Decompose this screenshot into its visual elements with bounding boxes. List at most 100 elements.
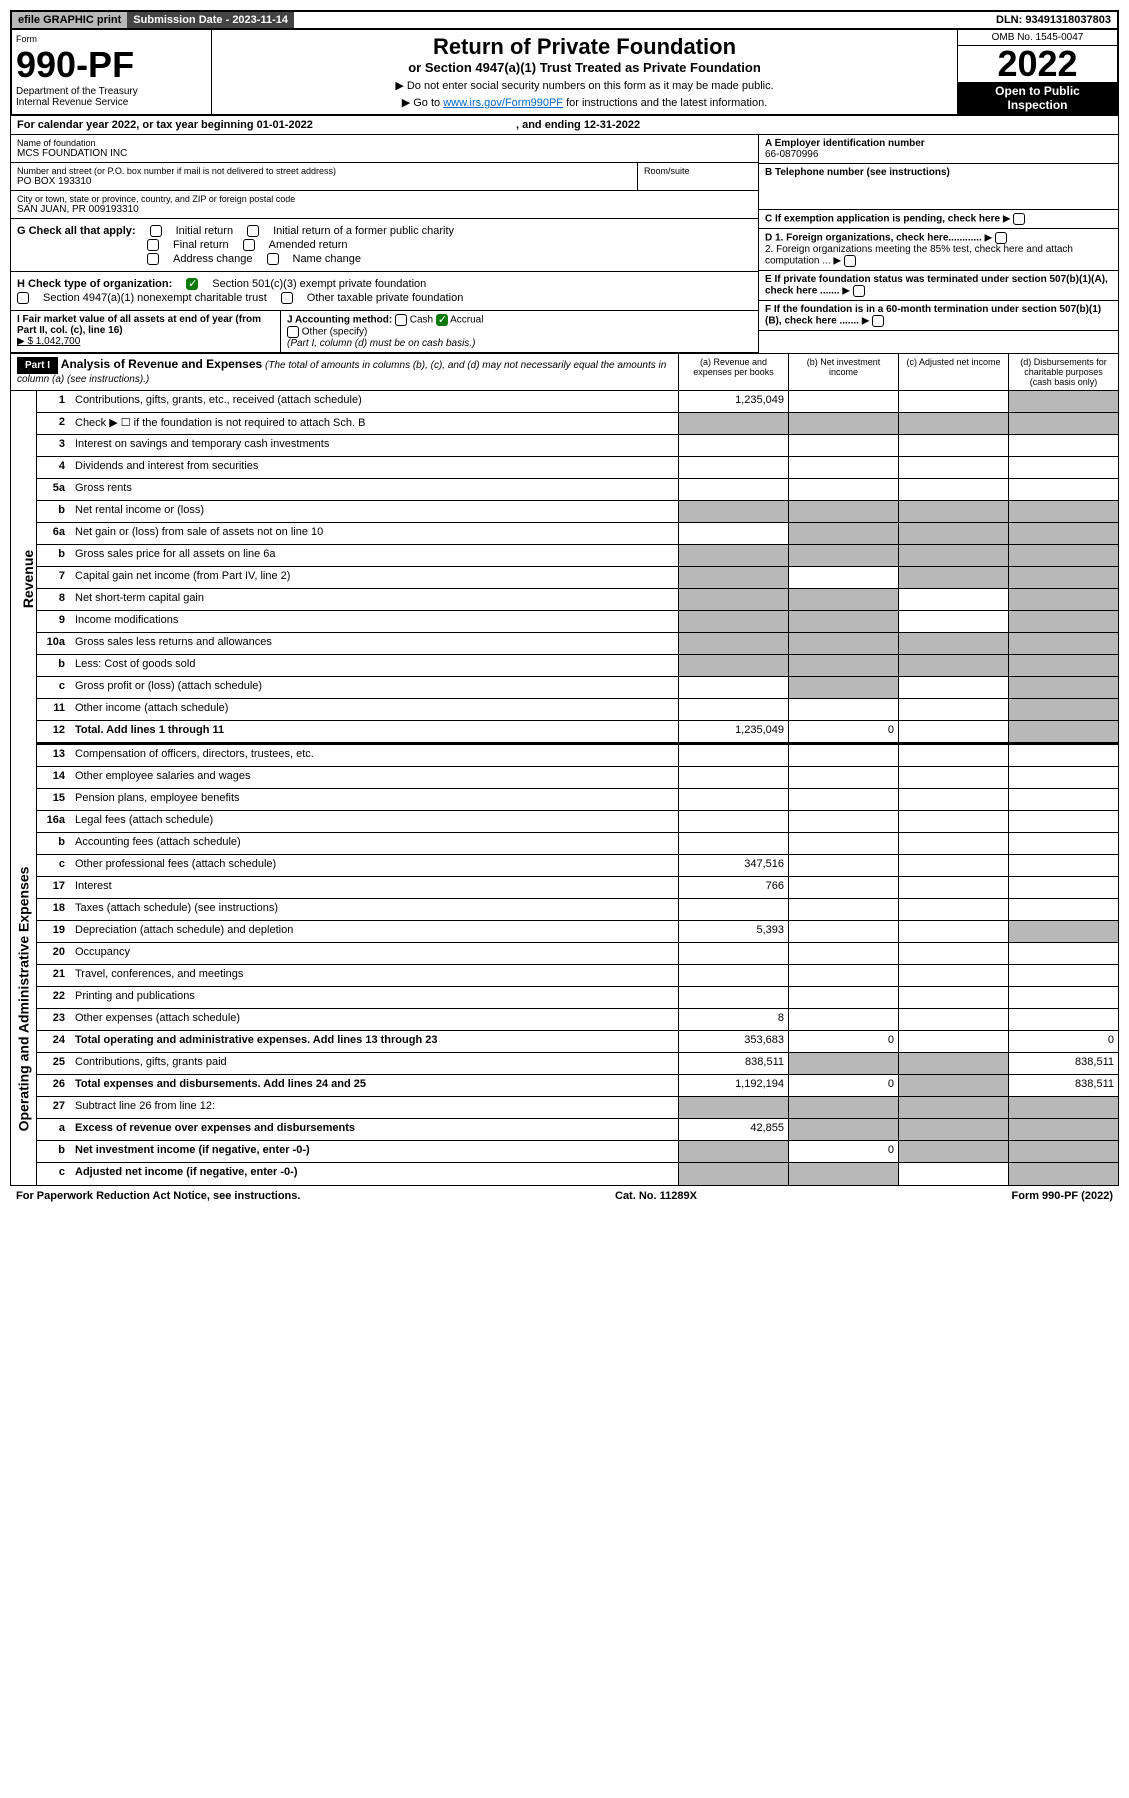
cb-e[interactable]	[853, 285, 865, 297]
col-b	[788, 877, 898, 898]
ein-label: A Employer identification number	[765, 138, 925, 149]
col-a	[678, 523, 788, 544]
col-d	[1008, 811, 1118, 832]
cb-initial-return[interactable]	[150, 225, 162, 237]
d1: D 1. Foreign organizations, check here..…	[765, 233, 982, 244]
cb-d1[interactable]	[995, 232, 1007, 244]
col-c	[898, 1141, 1008, 1162]
col-b: 0	[788, 1031, 898, 1052]
line-desc: Taxes (attach schedule) (see instruction…	[71, 899, 678, 920]
col-a: 1,235,049	[678, 391, 788, 412]
cb-accrual[interactable]	[436, 314, 448, 326]
cb-d2[interactable]	[844, 255, 856, 267]
col-a	[678, 789, 788, 810]
col-c	[898, 479, 1008, 500]
table-row: 7Capital gain net income (from Part IV, …	[37, 567, 1118, 589]
col-d	[1008, 767, 1118, 788]
tax-year: 2022	[958, 46, 1117, 82]
col-a	[678, 745, 788, 766]
col-a	[678, 545, 788, 566]
line-no: 23	[37, 1009, 71, 1030]
col-c	[898, 745, 1008, 766]
footer-right: Form 990-PF (2022)	[1012, 1190, 1113, 1202]
col-d	[1008, 965, 1118, 986]
line-no: b	[37, 501, 71, 522]
col-b	[788, 1119, 898, 1140]
cb-initial-former[interactable]	[247, 225, 259, 237]
cb-4947[interactable]	[17, 292, 29, 304]
col-b: 0	[788, 1141, 898, 1162]
cb-f[interactable]	[872, 315, 884, 327]
table-row: 21Travel, conferences, and meetings	[37, 965, 1118, 987]
table-row: 11Other income (attach schedule)	[37, 699, 1118, 721]
table-row: 22Printing and publications	[37, 987, 1118, 1009]
col-b	[788, 1097, 898, 1118]
addr: PO BOX 193310	[17, 176, 631, 187]
f-label: F If the foundation is in a 60-month ter…	[765, 304, 1101, 327]
col-c	[898, 391, 1008, 412]
line-desc: Compensation of officers, directors, tru…	[71, 745, 678, 766]
col-d	[1008, 611, 1118, 632]
line-no: 17	[37, 877, 71, 898]
cb-other-method[interactable]	[287, 326, 299, 338]
col-a	[678, 413, 788, 434]
col-d	[1008, 943, 1118, 964]
col-c	[898, 921, 1008, 942]
col-b	[788, 921, 898, 942]
table-row: 14Other employee salaries and wages	[37, 767, 1118, 789]
efile-label: efile GRAPHIC print	[18, 14, 121, 26]
cb-name-change[interactable]	[267, 253, 279, 265]
table-row: 20Occupancy	[37, 943, 1118, 965]
line-no: 16a	[37, 811, 71, 832]
col-b	[788, 745, 898, 766]
col-d: 0	[1008, 1031, 1118, 1052]
line-desc: Other expenses (attach schedule)	[71, 1009, 678, 1030]
line-no: 9	[37, 611, 71, 632]
tel-label: B Telephone number (see instructions)	[765, 167, 950, 178]
cb-final-return[interactable]	[147, 239, 159, 251]
col-a	[678, 987, 788, 1008]
col-a	[678, 833, 788, 854]
col-c	[898, 655, 1008, 676]
g-label: G Check all that apply:	[17, 225, 136, 237]
col-a	[678, 699, 788, 720]
cb-501c3[interactable]	[186, 278, 198, 290]
line-desc: Gross sales less returns and allowances	[71, 633, 678, 654]
col-b	[788, 413, 898, 434]
line-desc: Accounting fees (attach schedule)	[71, 833, 678, 854]
cb-c[interactable]	[1013, 213, 1025, 225]
line-no: 6a	[37, 523, 71, 544]
instr2-link[interactable]: www.irs.gov/Form990PF	[443, 97, 563, 109]
instr2-pre: ▶ Go to	[402, 97, 443, 109]
line-no: 15	[37, 789, 71, 810]
col-a	[678, 435, 788, 456]
name-label: Name of foundation	[17, 138, 752, 148]
col-c	[898, 721, 1008, 742]
cb-address-change[interactable]	[147, 253, 159, 265]
col-d	[1008, 1141, 1118, 1162]
col-c	[898, 767, 1008, 788]
cb-other-taxable[interactable]	[281, 292, 293, 304]
line-no: 25	[37, 1053, 71, 1074]
line-no: 5a	[37, 479, 71, 500]
col-a: 1,235,049	[678, 721, 788, 742]
col-d	[1008, 833, 1118, 854]
dept: Department of the Treasury	[16, 86, 207, 97]
line-desc: Adjusted net income (if negative, enter …	[71, 1163, 678, 1185]
col-d	[1008, 1119, 1118, 1140]
table-row: 26Total expenses and disbursements. Add …	[37, 1075, 1118, 1097]
col-c	[898, 1053, 1008, 1074]
form-number: 990-PF	[16, 44, 207, 86]
col-a: 347,516	[678, 855, 788, 876]
col-b	[788, 767, 898, 788]
table-row: 9Income modifications	[37, 611, 1118, 633]
col-b	[788, 633, 898, 654]
table-row: 15Pension plans, employee benefits	[37, 789, 1118, 811]
instr1: ▶ Do not enter social security numbers o…	[216, 79, 953, 92]
col-b	[788, 545, 898, 566]
cb-amended[interactable]	[243, 239, 255, 251]
col-d	[1008, 1163, 1118, 1185]
cb-cash[interactable]	[395, 314, 407, 326]
line-no: 19	[37, 921, 71, 942]
line-no: 24	[37, 1031, 71, 1052]
